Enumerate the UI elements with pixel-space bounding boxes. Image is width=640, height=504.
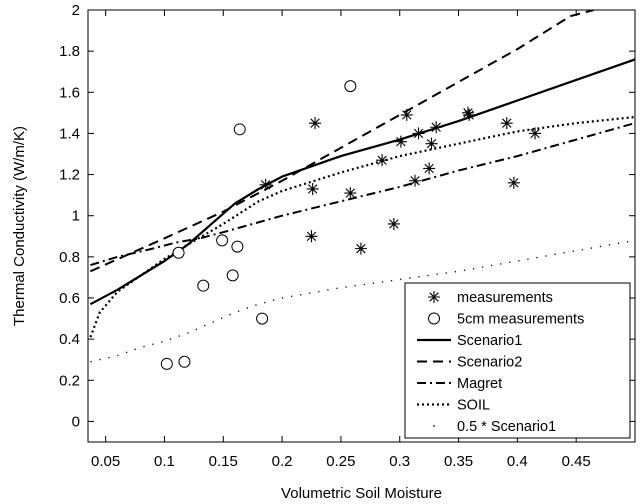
legend-label: measurements: [457, 290, 553, 306]
x-tick-label: 0.35: [444, 453, 473, 470]
measurement-point: [387, 217, 400, 230]
measurement-point: [354, 242, 367, 255]
legend-label: Magret: [457, 376, 502, 392]
series-line-scenario2: [89, 10, 595, 273]
y-tick-label: 0: [72, 413, 80, 430]
measurement-point: [507, 176, 520, 189]
x-tick-label: 0.1: [154, 453, 175, 470]
measurement-5cm-point: [216, 234, 229, 247]
series-points: [160, 80, 542, 370]
measurement-5cm-point: [160, 357, 173, 370]
measurement-point: [430, 121, 443, 134]
measurement-5cm-point: [344, 80, 357, 93]
series-lines: [89, 10, 635, 363]
x-tick-label: 0.25: [326, 453, 355, 470]
measurement-5cm-point: [231, 240, 244, 253]
y-tick-label: 2: [72, 2, 80, 19]
legend-label: Scenario1: [457, 333, 522, 349]
y-tick-label: 1.8: [59, 43, 80, 60]
y-tick-label: 1.4: [59, 125, 80, 142]
measurement-point: [409, 174, 422, 187]
measurement-point: [259, 178, 272, 191]
series-line-scenario1: [89, 58, 635, 306]
measurement-5cm-point: [226, 269, 239, 282]
series-line-soil: [89, 115, 635, 338]
measurement-point: [423, 162, 436, 175]
x-tick-label: 0.05: [91, 453, 120, 470]
measurement-5cm-point: [197, 279, 210, 292]
legend-swatch: [428, 312, 440, 325]
legend-label: SOIL: [457, 398, 490, 414]
measurement-5cm-point: [172, 246, 185, 259]
legend-label: 5cm measurements: [457, 312, 584, 328]
x-axis-label: Volumetric Soil Moisture: [281, 485, 442, 502]
measurement-5cm-point: [233, 123, 246, 136]
measurement-5cm-point: [256, 312, 269, 325]
x-axis-ticks: 0.05 0.1 0.15 0.2 0.25 0.3 0.35 0.4 0.45: [91, 10, 591, 470]
measurement-point: [463, 108, 476, 121]
measurement-point: [344, 187, 357, 200]
y-axis-label: Thermal Conductivity (W/m/K): [11, 126, 28, 326]
plot-area-frame: [87, 9, 636, 443]
y-tick-label: 1.2: [59, 167, 80, 184]
measurement-point: [529, 127, 542, 140]
measurement-point: [425, 137, 438, 150]
y-tick-label: 0.6: [59, 290, 80, 307]
y-tick-label: 1: [72, 208, 80, 225]
y-axis-ticks: 0 0.2 0.4 0.6 0.8 1 1.2 1.4 1.6 1.8 2: [59, 2, 635, 430]
legend-swatch: [433, 425, 435, 427]
series-line-magret: [90, 122, 635, 267]
measurement-point: [309, 117, 322, 130]
measurement-point: [500, 117, 513, 130]
x-tick-label: 0.3: [389, 453, 410, 470]
y-tick-label: 0.2: [59, 372, 80, 389]
measurement-5cm-point: [178, 355, 191, 368]
measurement-point: [394, 135, 407, 148]
measurement-point: [306, 182, 319, 195]
x-tick-label: 0.15: [209, 453, 238, 470]
y-tick-label: 1.6: [59, 84, 80, 101]
measurement-point: [305, 230, 318, 243]
y-tick-label: 0.8: [59, 249, 80, 266]
measurement-point: [412, 127, 425, 140]
measurement-point: [376, 154, 389, 167]
x-tick-label: 0.4: [507, 453, 528, 470]
legend-label: Scenario2: [457, 355, 522, 371]
measurement-point: [461, 106, 474, 119]
legend-label: 0.5 * Scenario1: [457, 419, 556, 435]
y-tick-label: 0.4: [59, 331, 80, 348]
measurement-point: [400, 108, 413, 121]
x-tick-label: 0.2: [272, 453, 293, 470]
x-tick-label: 0.45: [562, 453, 591, 470]
legend: measurements 5cm measurements Scenario1 Sce…: [404, 282, 631, 439]
legend-swatch: [428, 291, 440, 303]
